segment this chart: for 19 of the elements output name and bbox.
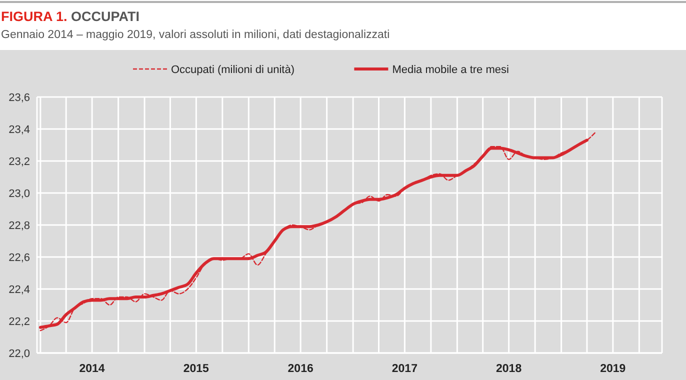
y-tick-label: 22,4 xyxy=(8,284,30,296)
chart-subtitle: Gennaio 2014 – maggio 2019, valori assoluti in milioni, dati destagionalizzati xyxy=(1,29,390,41)
y-tick-label: 22,2 xyxy=(8,316,30,328)
y-tick-label: 22,6 xyxy=(8,252,30,264)
legend-label: Media mobile a tre mesi xyxy=(392,64,509,76)
legend-label: Occupati (milioni di unità) xyxy=(171,64,294,76)
y-tick-label: 23,2 xyxy=(8,156,30,168)
x-tick-label: 2014 xyxy=(79,363,106,375)
x-tick-label: 2015 xyxy=(183,363,210,375)
y-tick-label: 23,0 xyxy=(8,188,30,200)
y-tick-label: 23,6 xyxy=(8,92,30,104)
y-tick-label: 22,8 xyxy=(8,220,30,232)
x-tick-label: 2019 xyxy=(600,363,626,375)
chart-title: FIGURA 1. OCCUPATI xyxy=(1,9,140,24)
x-tick-label: 2016 xyxy=(288,363,314,375)
x-tick-label: 2018 xyxy=(496,363,522,375)
y-tick-label: 22,0 xyxy=(8,348,30,360)
y-tick-label: 23,4 xyxy=(8,124,30,136)
x-tick-label: 2017 xyxy=(392,363,418,375)
